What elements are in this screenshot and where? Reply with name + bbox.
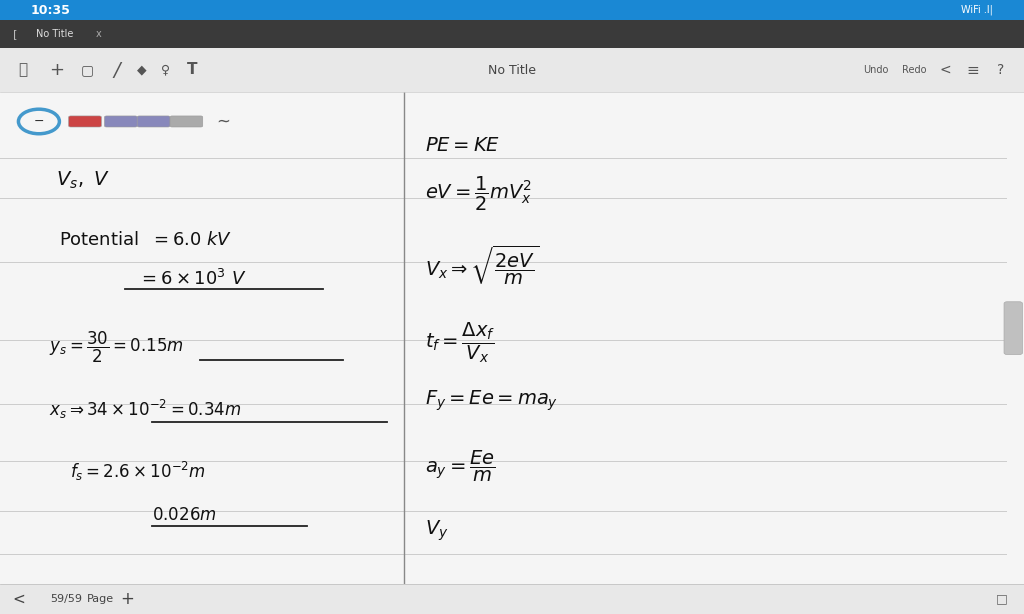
Text: x: x <box>95 29 101 39</box>
Text: $V_y$: $V_y$ <box>425 519 449 543</box>
Text: −: − <box>34 115 44 128</box>
Text: Redo: Redo <box>902 65 927 75</box>
Text: $V_s,\ V$: $V_s,\ V$ <box>56 170 111 191</box>
Text: Undo: Undo <box>863 65 888 75</box>
Text: +: + <box>49 61 63 79</box>
Text: <: < <box>12 591 25 607</box>
FancyBboxPatch shape <box>137 116 170 127</box>
Text: 10:35: 10:35 <box>31 4 71 17</box>
Text: WiFi .l|: WiFi .l| <box>962 5 993 15</box>
Text: $t_f = \dfrac{\Delta x_f}{V_x}$: $t_f = \dfrac{\Delta x_f}{V_x}$ <box>425 321 496 365</box>
Text: ▢: ▢ <box>81 63 93 77</box>
Text: No Title: No Title <box>36 29 73 39</box>
Text: ♀: ♀ <box>162 63 170 77</box>
Text: $a_y = \dfrac{Ee}{m}$: $a_y = \dfrac{Ee}{m}$ <box>425 449 496 484</box>
Text: □: □ <box>995 593 1008 605</box>
Text: $0.026m$: $0.026m$ <box>152 506 216 524</box>
Text: ≡: ≡ <box>967 63 979 77</box>
Text: ?: ? <box>996 63 1005 77</box>
FancyBboxPatch shape <box>0 48 1024 92</box>
FancyBboxPatch shape <box>69 116 101 127</box>
Text: Potential  $= 6.0\ kV$: Potential $= 6.0\ kV$ <box>59 231 232 249</box>
FancyBboxPatch shape <box>0 92 1024 584</box>
FancyBboxPatch shape <box>0 0 1024 20</box>
Text: $eV = \dfrac{1}{2}mV_x^2$: $eV = \dfrac{1}{2}mV_x^2$ <box>425 176 532 214</box>
FancyBboxPatch shape <box>0 20 1024 48</box>
FancyBboxPatch shape <box>1004 301 1022 354</box>
Text: Page: Page <box>87 594 114 604</box>
Text: $F_y = Ee = ma_y$: $F_y = Ee = ma_y$ <box>425 389 558 413</box>
FancyBboxPatch shape <box>170 116 203 127</box>
Text: $PE = KE$: $PE = KE$ <box>425 136 500 155</box>
Text: /: / <box>114 61 120 79</box>
FancyBboxPatch shape <box>0 584 1024 614</box>
Text: $= 6\times10^3\ V$: $= 6\times10^3\ V$ <box>138 269 247 289</box>
Text: T: T <box>187 63 198 77</box>
Text: [: [ <box>13 29 17 39</box>
Text: $V_x \Rightarrow \sqrt{\dfrac{2eV}{m}}$: $V_x \Rightarrow \sqrt{\dfrac{2eV}{m}}$ <box>425 244 539 287</box>
Text: $f_s = 2.6\times10^{-2}m$: $f_s = 2.6\times10^{-2}m$ <box>70 460 206 483</box>
Text: $x_s \Rightarrow 34\times10^{-2} = 0.34m$: $x_s \Rightarrow 34\times10^{-2} = 0.34m… <box>49 398 242 421</box>
Text: +: + <box>120 590 134 608</box>
Text: 59/59: 59/59 <box>50 594 83 604</box>
Text: ◆: ◆ <box>136 63 146 77</box>
Text: <: < <box>939 63 951 77</box>
Text: $y_s = \dfrac{30}{2} = 0.15m$: $y_s = \dfrac{30}{2} = 0.15m$ <box>49 330 183 365</box>
Text: ~: ~ <box>216 112 230 130</box>
FancyBboxPatch shape <box>104 116 137 127</box>
Text: No Title: No Title <box>488 63 536 77</box>
Text: ⎙: ⎙ <box>18 63 27 77</box>
